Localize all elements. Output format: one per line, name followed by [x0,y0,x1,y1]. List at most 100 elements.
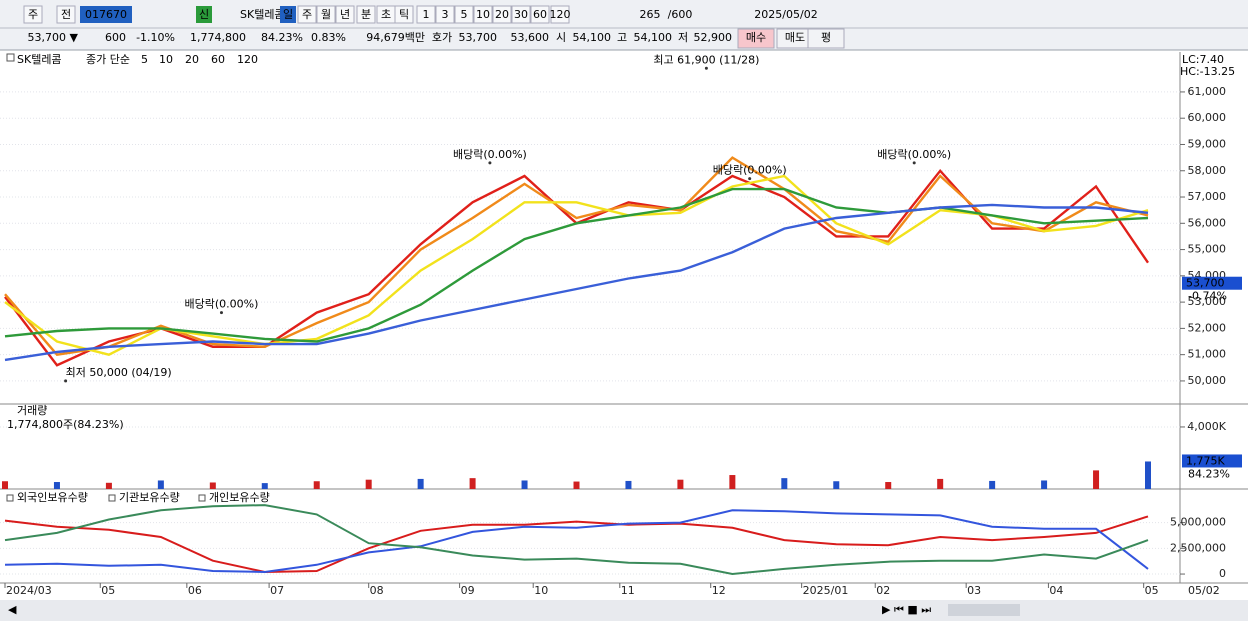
toolbar-text[interactable]: 초 [381,8,391,21]
toolbar-text[interactable]: 틱 [399,8,409,21]
y-tick-label: 51,000 [1188,348,1227,361]
volume-bar [573,481,580,489]
x-tick-label: 2024/03 [6,584,52,597]
toolbar-text[interactable]: 3 [442,8,449,21]
toolbar-button[interactable] [335,5,355,24]
toolbar-text[interactable]: 017670 [85,8,127,21]
x-tick-label: 12 [712,584,726,597]
toolbar-text[interactable]: 신 [199,8,209,21]
toolbar-text[interactable]: SK텔레콤 [240,8,285,21]
series-line [4,504,1149,576]
toolbar-text[interactable]: 주 [28,8,38,21]
scroll-left[interactable]: ◀ [8,603,17,616]
toolbar-button[interactable] [435,5,455,24]
ratio-label: 84.23% [1188,467,1230,480]
annotation-anchor [488,161,492,165]
toolbar-text[interactable]: 2025/05/02 [754,8,817,21]
toolbar-button[interactable] [316,5,336,24]
volume-bar [157,480,164,489]
toolbar-text[interactable]: 20 [495,8,509,21]
toolbar-button[interactable] [297,5,317,24]
toolbar-text[interactable]: 10 [476,8,490,21]
quote-text: 1,774,800 [190,31,246,44]
quote-text: 53,700 [459,31,498,44]
toolbar-text[interactable]: /600 [668,8,693,21]
quote-text: 53,700 ▼ [28,31,79,44]
legend-entry: 외국인보유수량 [17,491,88,504]
toolbar-button[interactable] [394,5,414,24]
toolbar-button[interactable] [356,5,376,24]
series-line [4,187,1149,343]
toolbar-text[interactable]: 일 [283,7,293,21]
annotation-anchor [219,311,223,315]
scrollbar[interactable] [0,600,1248,621]
volume-bar [781,478,788,489]
quote-text: 94,679백만 [366,31,425,44]
x-tick-label: 11 [621,584,635,597]
x-tick-label: 09 [461,584,475,597]
toolbar-text[interactable]: 265 [640,8,661,21]
legend-entry: 20 [185,53,199,66]
toolbar-highlight [80,6,132,23]
quote-text: 53,600 [511,31,550,44]
change-label: -0.74% [1188,290,1227,303]
x-tick-label: 10 [534,584,548,597]
legend-box [6,53,15,62]
chart-name: SK텔레콤 [17,53,62,66]
toolbar-button[interactable] [473,5,493,24]
quote-text: -1.10% [136,31,175,44]
toolbar-text[interactable]: 년 [340,8,350,21]
toolbar-button[interactable] [416,5,436,24]
toolbar-button[interactable] [550,5,570,24]
volume-bar [677,479,684,489]
legend-box [108,494,116,502]
toolbar-text[interactable]: 전 [61,8,71,21]
volume-bar [1041,480,1048,489]
toolbar-button[interactable] [454,5,474,24]
panel-title: 거래량 [17,404,47,417]
legend-entry: 60 [211,53,225,66]
volume-bar [1145,461,1151,489]
toolbar-text[interactable]: 주 [302,8,312,21]
scroll-thumb[interactable] [948,604,1020,616]
volume-bar [209,482,216,489]
y-tick-label: 5,000,000 [1170,516,1226,529]
order-button[interactable] [737,28,775,49]
toolbar-text[interactable]: 월 [321,8,331,21]
y-tick-label: 52,000 [1188,321,1227,334]
scroll-right[interactable]: ▶ ⏮ ■ ⏭ [882,603,931,616]
order-button[interactable] [807,28,845,49]
y-tick-label: 50,000 [1188,374,1227,387]
x-tick-label: 08 [370,584,384,597]
y-tick-label: 4,000K [1187,420,1226,433]
toolbar-button[interactable] [492,5,512,24]
toolbar-button[interactable] [56,5,76,24]
toolbar-button[interactable] [530,5,550,24]
toolbar-text[interactable]: 1 [423,8,430,21]
x-tick-label: 2025/01 [803,584,849,597]
toolbar-text[interactable]: 60 [533,8,547,21]
y-tick-label: 0 [1219,567,1226,580]
toolbar-button[interactable] [23,5,43,24]
annotation: 배당락(0.00%) [185,298,259,311]
volume-tag-label: 1,775K [1186,454,1225,467]
series-line [4,509,1149,574]
toolbar-text[interactable]: 30 [514,8,528,21]
toolbar-text[interactable]: 120 [550,8,571,21]
quote-text: 저 [678,31,688,44]
y-tick-label: 60,000 [1188,111,1227,124]
x-end-label: 05/02 [1188,584,1220,597]
volume-bar [261,483,268,489]
toolbar-text[interactable]: 5 [461,8,468,21]
toolbar-text[interactable]: 분 [361,8,371,21]
legend-entry: 5 [141,53,148,66]
legend-entry: 10 [159,53,173,66]
volume-bar [521,480,528,489]
toolbar-button[interactable] [511,5,531,24]
y-tick-label: 53,000 [1188,295,1227,308]
price-tag-label: 53,700 [1186,277,1225,290]
x-tick-label: 02 [876,584,890,597]
quote-text: 52,900 [694,31,733,44]
